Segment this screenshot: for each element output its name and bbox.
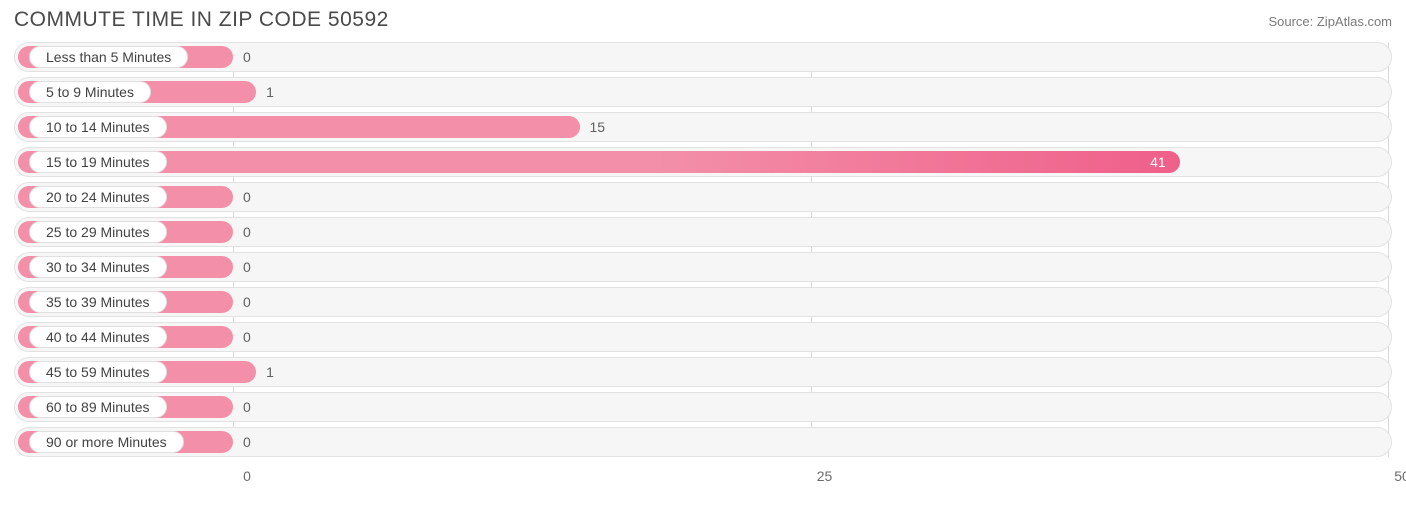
- category-label: 25 to 29 Minutes: [29, 221, 167, 243]
- category-label: Less than 5 Minutes: [29, 46, 188, 68]
- bar-row: 35 to 39 Minutes 0: [14, 287, 1392, 317]
- bar-row: 40 to 44 Minutes 0: [14, 322, 1392, 352]
- bar: [18, 151, 1180, 173]
- bar-row: Less than 5 Minutes 0: [14, 42, 1392, 72]
- category-label: 10 to 14 Minutes: [29, 116, 167, 138]
- value-label: 0: [243, 49, 251, 65]
- value-label: 1: [266, 364, 274, 380]
- bar-row: 90 or more Minutes 0: [14, 427, 1392, 457]
- axis-tick: 50: [1394, 468, 1406, 484]
- category-label: 90 or more Minutes: [29, 431, 184, 453]
- source-attribution: Source: ZipAtlas.com: [1268, 14, 1392, 29]
- value-label: 0: [243, 399, 251, 415]
- axis-tick: 0: [243, 468, 251, 484]
- value-label: 0: [243, 294, 251, 310]
- chart-title: COMMUTE TIME IN ZIP CODE 50592: [14, 8, 389, 32]
- value-label: 1: [266, 84, 274, 100]
- bar-row: 25 to 29 Minutes 0: [14, 217, 1392, 247]
- axis-tick: 25: [817, 468, 833, 484]
- value-label: 41: [1150, 154, 1391, 170]
- category-label: 45 to 59 Minutes: [29, 361, 167, 383]
- bar-row: 15 to 19 Minutes 41: [14, 147, 1392, 177]
- header: COMMUTE TIME IN ZIP CODE 50592 Source: Z…: [0, 0, 1406, 42]
- category-label: 30 to 34 Minutes: [29, 256, 167, 278]
- value-label: 0: [243, 224, 251, 240]
- category-label: 15 to 19 Minutes: [29, 151, 167, 173]
- bar-row: 30 to 34 Minutes 0: [14, 252, 1392, 282]
- chart-area: Less than 5 Minutes 0 5 to 9 Minutes 1 10 to…: [0, 42, 1406, 457]
- bar-rows: Less than 5 Minutes 0 5 to 9 Minutes 1 10 to…: [14, 42, 1392, 457]
- value-label: 0: [243, 434, 251, 450]
- value-label: 0: [243, 259, 251, 275]
- category-label: 20 to 24 Minutes: [29, 186, 167, 208]
- bar-row: 45 to 59 Minutes 1: [14, 357, 1392, 387]
- value-label: 0: [243, 329, 251, 345]
- bar-row: 20 to 24 Minutes 0: [14, 182, 1392, 212]
- category-label: 5 to 9 Minutes: [29, 81, 151, 103]
- value-label: 15: [590, 119, 606, 135]
- value-label: 0: [243, 189, 251, 205]
- category-label: 35 to 39 Minutes: [29, 291, 167, 313]
- bar-row: 60 to 89 Minutes 0: [14, 392, 1392, 422]
- bar-row: 5 to 9 Minutes 1: [14, 77, 1392, 107]
- bar-row: 10 to 14 Minutes 15: [14, 112, 1392, 142]
- x-axis: 02550: [14, 462, 1392, 490]
- category-label: 40 to 44 Minutes: [29, 326, 167, 348]
- category-label: 60 to 89 Minutes: [29, 396, 167, 418]
